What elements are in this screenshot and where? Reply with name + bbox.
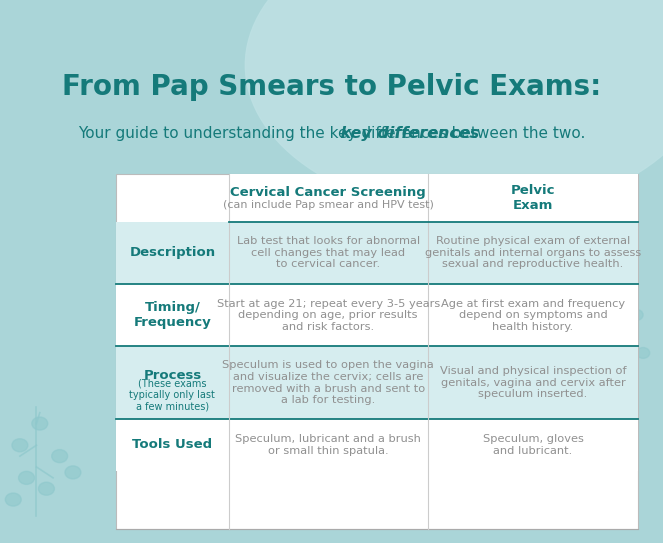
FancyBboxPatch shape [229, 174, 638, 222]
Text: Lab test that looks for abnormal
cell changes that may lead
to cervical cancer.: Lab test that looks for abnormal cell ch… [237, 236, 420, 269]
Text: (These exams
typically only last
a few minutes): (These exams typically only last a few m… [129, 378, 215, 412]
Text: Visual and physical inspection of
genitals, vagina and cervix after
speculum ins: Visual and physical inspection of genita… [440, 366, 627, 399]
Text: Speculum, gloves
and lubricant.: Speculum, gloves and lubricant. [483, 434, 583, 456]
Circle shape [617, 331, 630, 342]
Text: key differences: key differences [184, 125, 479, 141]
Circle shape [65, 466, 81, 479]
Circle shape [5, 493, 21, 506]
Text: Routine physical exam of external
genitals and internal organs to assess
sexual : Routine physical exam of external genita… [425, 236, 641, 269]
Circle shape [19, 471, 34, 484]
Text: Start at age 21; repeat every 3-5 years
depending on age, prior results
and risk: Start at age 21; repeat every 3-5 years … [217, 299, 440, 332]
Circle shape [630, 310, 643, 320]
Text: From Pap Smears to Pelvic Exams:: From Pap Smears to Pelvic Exams: [62, 73, 601, 101]
FancyBboxPatch shape [116, 222, 638, 284]
Text: Timing/
Frequency: Timing/ Frequency [133, 301, 211, 329]
FancyBboxPatch shape [116, 284, 638, 346]
Text: Process: Process [143, 369, 202, 382]
Text: Speculum, lubricant and a brush
or small thin spatula.: Speculum, lubricant and a brush or small… [235, 434, 421, 456]
Circle shape [636, 348, 650, 358]
Text: Age at first exam and frequency
depend on symptoms and
health history.: Age at first exam and frequency depend o… [441, 299, 625, 332]
Text: Description: Description [129, 247, 215, 260]
Ellipse shape [245, 0, 663, 214]
FancyBboxPatch shape [116, 174, 638, 529]
Text: Tools Used: Tools Used [133, 438, 212, 451]
Text: Cervical Cancer Screening: Cervical Cancer Screening [230, 186, 426, 199]
FancyBboxPatch shape [116, 419, 638, 471]
Circle shape [12, 439, 28, 452]
Text: (can include Pap smear and HPV test): (can include Pap smear and HPV test) [223, 200, 434, 210]
Text: Speculum is used to open the vagina
and visualize the cervix; cells are
removed : Speculum is used to open the vagina and … [222, 361, 434, 405]
Circle shape [32, 417, 48, 430]
Text: Pelvic
Exam: Pelvic Exam [511, 184, 556, 212]
Text: Your guide to understanding the key differences between the two.: Your guide to understanding the key diff… [78, 125, 585, 141]
Circle shape [38, 482, 54, 495]
Circle shape [52, 450, 68, 463]
FancyBboxPatch shape [116, 346, 638, 419]
